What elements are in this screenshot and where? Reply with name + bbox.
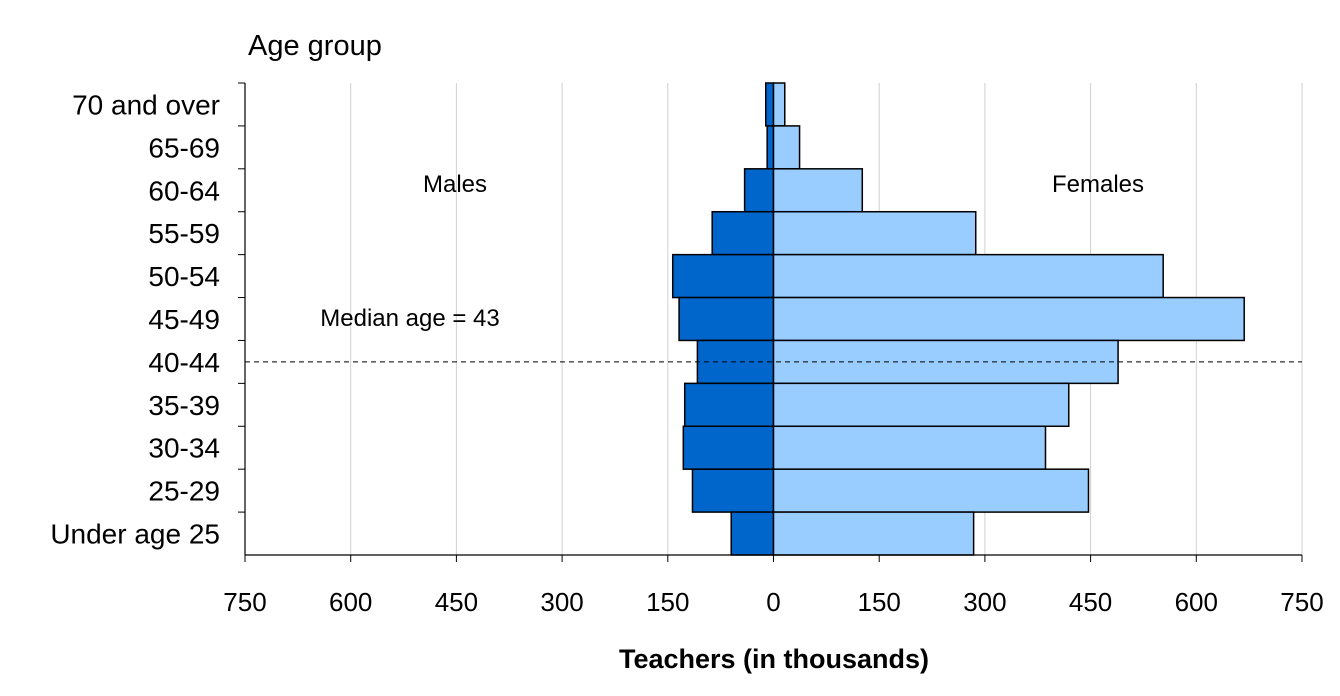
males-label: Males — [423, 171, 487, 198]
bar-females — [772, 82, 786, 127]
category-label: 30-34 — [148, 433, 220, 464]
bar-males — [691, 468, 775, 513]
x-tick-label: 450 — [1069, 587, 1112, 617]
category-label: 70 and over — [72, 89, 220, 120]
bar-males — [678, 296, 775, 342]
category-label: 55-59 — [148, 218, 220, 249]
category-label: 65-69 — [148, 132, 220, 163]
bar-males — [711, 210, 775, 256]
bar-males — [766, 125, 775, 170]
bar-males — [682, 425, 775, 470]
bar-males — [764, 82, 775, 127]
x-axis-title: Teachers (in thousands) — [619, 644, 929, 674]
x-tick-label: 300 — [540, 587, 583, 617]
x-tick-label: 0 — [766, 587, 780, 617]
bar-females — [772, 296, 1245, 342]
category-label: Under age 25 — [50, 519, 220, 550]
category-label: 45-49 — [148, 304, 220, 335]
category-label: 40-44 — [148, 347, 220, 378]
bar-females — [772, 210, 977, 256]
x-tick-label: 750 — [223, 587, 266, 617]
x-tick-label: 600 — [329, 587, 372, 617]
axes — [238, 82, 1303, 562]
bar-males — [743, 168, 775, 213]
category-label: 50-54 — [148, 261, 220, 292]
category-label: 25-29 — [148, 476, 220, 507]
bars — [671, 82, 1245, 556]
bar-females — [772, 168, 864, 213]
y-axis-title: Age group — [248, 30, 382, 62]
category-label: 35-39 — [148, 390, 220, 421]
bar-males — [671, 253, 775, 299]
bar-females — [772, 468, 1090, 513]
x-tick-labels: 750 600 450 300 150 0 150 300 450 600 750 — [223, 587, 1323, 617]
x-tick-label: 450 — [435, 587, 478, 617]
median-age-label: Median age = 43 — [320, 305, 499, 332]
bar-females — [772, 125, 801, 170]
bar-females — [772, 425, 1047, 470]
x-tick-label: 750 — [1280, 587, 1323, 617]
x-tick-label: 600 — [1175, 587, 1218, 617]
bar-females — [772, 382, 1070, 428]
bar-males — [730, 511, 775, 556]
category-label: 60-64 — [148, 175, 220, 206]
bar-males — [683, 382, 775, 428]
x-tick-label: 150 — [858, 587, 901, 617]
x-tick-label: 300 — [963, 587, 1006, 617]
bar-females — [772, 511, 975, 556]
x-tick-label: 150 — [646, 587, 689, 617]
females-label: Females — [1052, 171, 1144, 198]
bar-females — [772, 253, 1164, 299]
category-labels: 70 and over 65-69 60-64 55-59 50-54 45-49 40-4… — [50, 89, 220, 549]
